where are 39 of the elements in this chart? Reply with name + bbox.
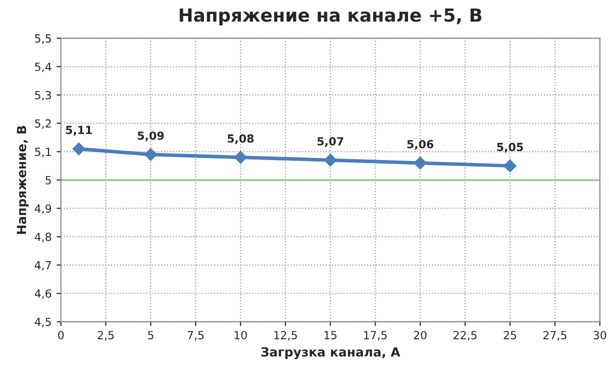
y-tick-label: 5,3 (35, 90, 51, 100)
y-tick-label: 4,8 (34, 232, 52, 242)
x-tick-label: 12,5 (274, 330, 297, 340)
x-tick-label: 7,5 (188, 331, 204, 340)
x-axis-title: Загрузка канала, А (261, 347, 400, 360)
y-axis-title: Напряжение, В (16, 126, 29, 234)
point (234, 150, 247, 164)
x-tick-label: 5 (148, 331, 154, 340)
y-tick-label: 4,6 (34, 289, 52, 299)
y-tick-label: 5 (46, 176, 51, 184)
x-tick-label: 10 (234, 330, 247, 340)
chart-title: Напряжение на канале +5, В (180, 8, 482, 26)
x-tick-label: 17,5 (364, 331, 387, 340)
point (72, 142, 86, 156)
y-tick-label: 5,1 (35, 148, 51, 158)
x-tick-label: 0 (58, 330, 64, 340)
data-label: 5,06 (407, 140, 434, 150)
y-tick-label: 4,5 (34, 318, 51, 328)
y-tick-label: 5,5 (35, 34, 51, 44)
data-label: 5,11 (66, 126, 92, 136)
x-tick-label: 20 (414, 330, 427, 340)
y-tick-label: 5,4 (35, 62, 52, 72)
x-tick-label: 25 (504, 330, 516, 340)
x-tick-label: 22,5 (454, 330, 477, 340)
x-tick-label: 27,5 (543, 330, 566, 340)
data-label: 5,09 (138, 131, 164, 142)
data-label: 5,08 (228, 134, 254, 144)
point (504, 159, 516, 172)
x-tick-label: 15 (324, 331, 336, 340)
point (414, 156, 427, 170)
point (144, 148, 158, 161)
y-tick-label: 4,9 (34, 204, 52, 214)
data-label: 5,05 (497, 142, 523, 153)
data-label: 5,07 (318, 137, 344, 147)
y-tick-label: 5,2 (35, 119, 51, 129)
point (324, 154, 337, 167)
x-tick-label: 2,5 (98, 330, 114, 340)
y-tick-label: 4,7 (34, 261, 51, 271)
x-tick-label: 30 (594, 330, 606, 340)
